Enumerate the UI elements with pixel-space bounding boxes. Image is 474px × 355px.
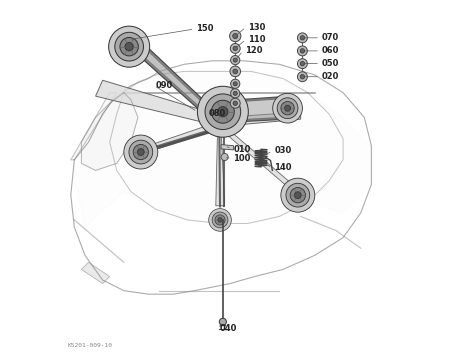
- Circle shape: [298, 46, 307, 56]
- Circle shape: [115, 32, 144, 61]
- Circle shape: [300, 61, 305, 66]
- Circle shape: [230, 66, 240, 77]
- Circle shape: [212, 212, 228, 228]
- Circle shape: [298, 59, 307, 69]
- Text: 060: 060: [322, 47, 339, 55]
- Circle shape: [231, 55, 240, 65]
- Polygon shape: [131, 33, 213, 121]
- Circle shape: [233, 46, 237, 51]
- Text: 120: 120: [245, 47, 262, 55]
- Circle shape: [215, 215, 225, 225]
- Polygon shape: [221, 144, 234, 150]
- Circle shape: [290, 187, 305, 203]
- Text: 050: 050: [322, 59, 339, 68]
- Circle shape: [231, 79, 240, 88]
- Circle shape: [233, 33, 238, 39]
- Circle shape: [286, 183, 310, 207]
- Circle shape: [133, 144, 148, 160]
- Text: 010: 010: [234, 145, 251, 154]
- Polygon shape: [96, 80, 227, 126]
- Circle shape: [230, 43, 240, 53]
- Circle shape: [300, 75, 305, 79]
- Text: 090: 090: [155, 81, 173, 90]
- Circle shape: [229, 31, 241, 42]
- Polygon shape: [216, 128, 225, 206]
- Circle shape: [218, 106, 228, 117]
- Circle shape: [218, 218, 222, 222]
- Text: 070: 070: [322, 33, 339, 42]
- Text: 130: 130: [247, 23, 265, 32]
- Text: 110: 110: [247, 35, 265, 44]
- Text: 150: 150: [196, 24, 214, 33]
- Text: 020: 020: [322, 72, 339, 81]
- Polygon shape: [71, 71, 371, 227]
- Polygon shape: [223, 112, 301, 126]
- Circle shape: [284, 105, 291, 111]
- Circle shape: [231, 89, 240, 98]
- Text: 080: 080: [209, 109, 226, 118]
- Polygon shape: [71, 93, 117, 160]
- Circle shape: [273, 93, 302, 123]
- Circle shape: [129, 140, 153, 164]
- Circle shape: [233, 58, 237, 62]
- Circle shape: [230, 98, 240, 108]
- Polygon shape: [82, 93, 138, 170]
- Circle shape: [125, 43, 133, 51]
- Circle shape: [137, 149, 144, 155]
- Circle shape: [298, 72, 307, 82]
- Circle shape: [233, 91, 237, 95]
- Text: 140: 140: [274, 163, 292, 173]
- Circle shape: [221, 153, 228, 160]
- Circle shape: [281, 178, 315, 212]
- Circle shape: [300, 49, 305, 53]
- Circle shape: [197, 86, 248, 137]
- Polygon shape: [237, 97, 288, 121]
- Circle shape: [233, 82, 237, 86]
- Polygon shape: [82, 262, 109, 284]
- Circle shape: [233, 101, 237, 105]
- Circle shape: [205, 94, 241, 130]
- Text: 030: 030: [274, 147, 292, 155]
- Text: K5201-009-10: K5201-009-10: [67, 343, 112, 348]
- Circle shape: [209, 209, 231, 231]
- Text: 040: 040: [220, 324, 237, 333]
- Circle shape: [277, 98, 298, 119]
- Circle shape: [124, 135, 158, 169]
- Circle shape: [300, 36, 305, 40]
- Circle shape: [233, 69, 237, 74]
- Circle shape: [298, 33, 307, 43]
- Circle shape: [109, 26, 150, 67]
- Circle shape: [219, 318, 227, 325]
- Circle shape: [211, 100, 234, 123]
- Circle shape: [294, 192, 301, 198]
- Circle shape: [281, 102, 294, 115]
- Polygon shape: [221, 126, 299, 193]
- Text: 100: 100: [234, 154, 251, 163]
- Polygon shape: [138, 123, 218, 154]
- Circle shape: [120, 37, 138, 56]
